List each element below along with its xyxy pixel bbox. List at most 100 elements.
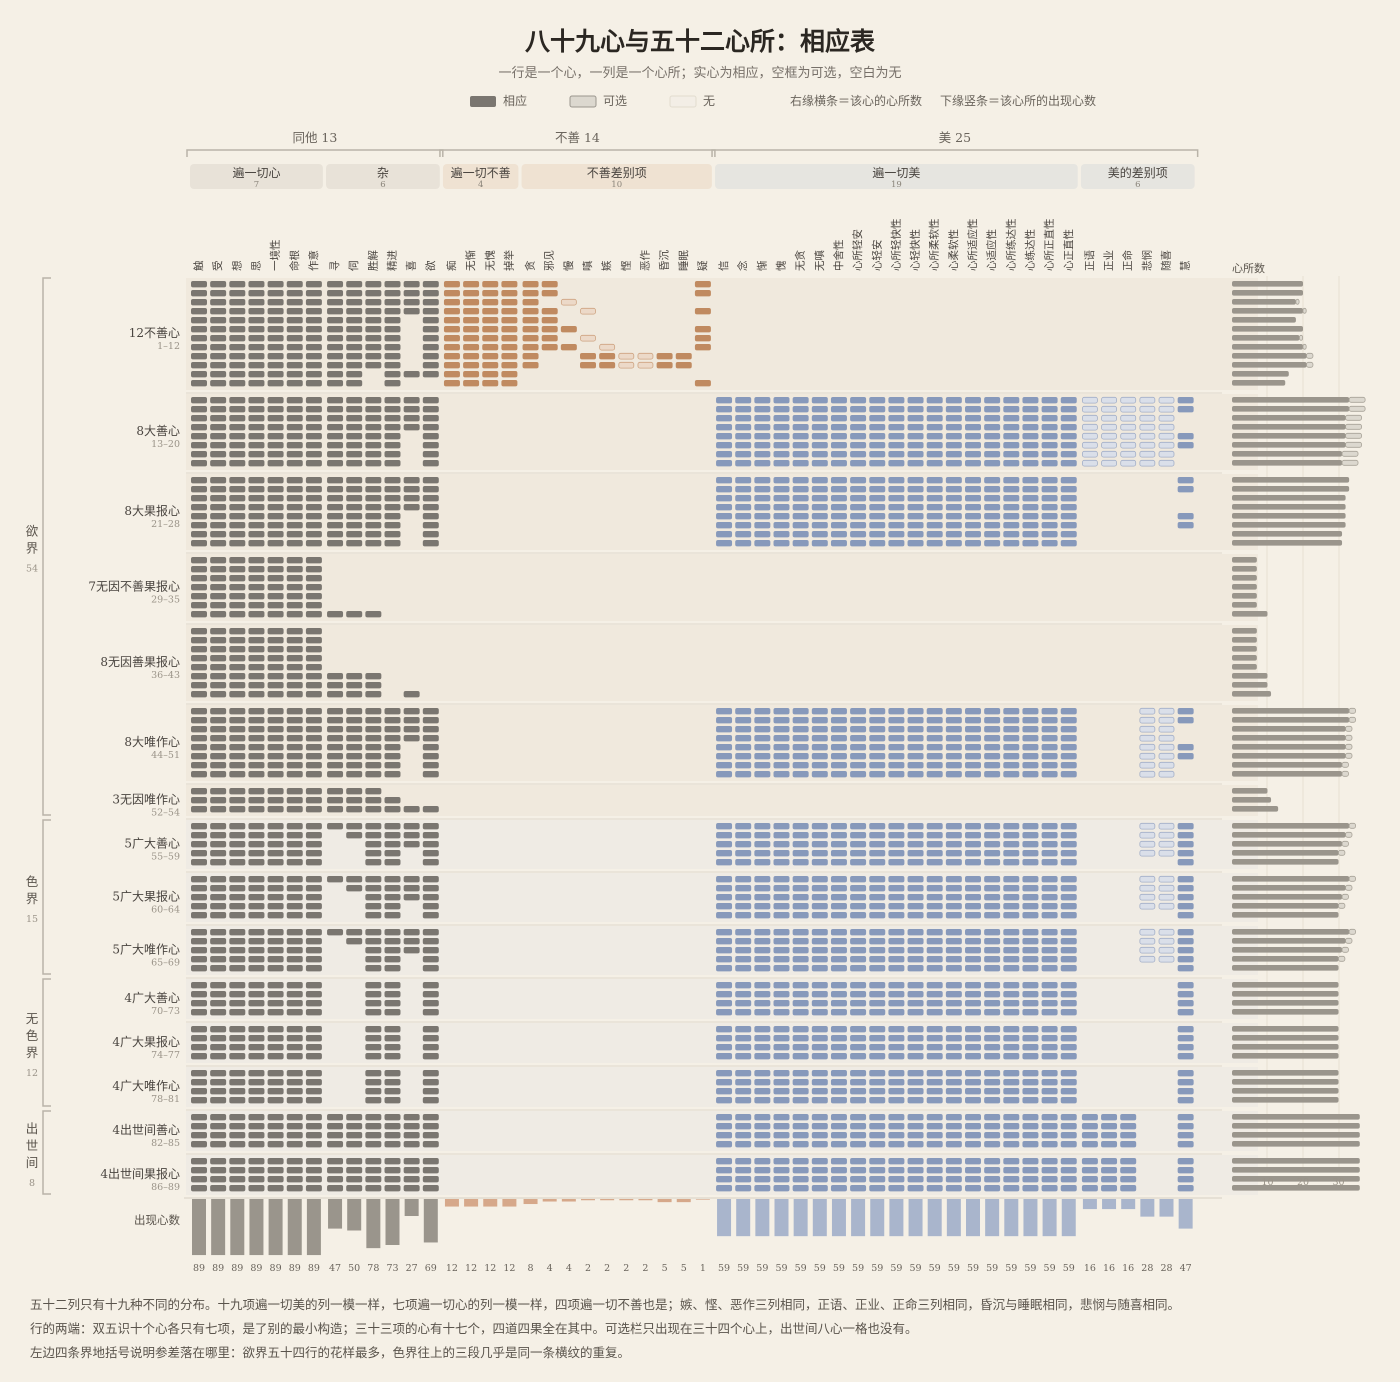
cell-solid [229, 611, 246, 618]
cell-solid [191, 753, 207, 760]
cell-solid [267, 495, 284, 502]
cell-solid [522, 326, 539, 333]
cell-solid [888, 1123, 905, 1130]
cell-optional [1158, 884, 1175, 892]
cell-solid [346, 326, 363, 333]
cell-solid [754, 717, 771, 724]
cell-solid [422, 290, 439, 297]
cell-solid [191, 1044, 207, 1051]
cell-solid [1022, 424, 1039, 431]
cell-solid [541, 344, 558, 351]
legend-solid-swatch [470, 96, 496, 107]
bottom-bar-value: 89 [289, 1263, 301, 1274]
cell-solid [773, 1097, 790, 1104]
cell-solid [754, 540, 771, 547]
cell-solid [811, 753, 828, 760]
cell-solid [305, 326, 322, 333]
cell-solid [384, 1070, 401, 1077]
cell-solid [754, 1132, 771, 1139]
cell-solid [191, 540, 207, 547]
cell-solid [716, 991, 733, 998]
cell-solid [1060, 903, 1077, 910]
cell-solid [735, 726, 752, 733]
bottom-bar [523, 1199, 538, 1205]
realm-label-char: 界 [26, 891, 39, 906]
cell-solid [286, 982, 303, 989]
cell-solid [811, 938, 828, 945]
cell-solid [716, 753, 733, 760]
cell-solid [422, 982, 439, 989]
cell-solid [422, 1009, 439, 1016]
cell-optional [1158, 893, 1175, 901]
cell-solid [248, 566, 265, 573]
cell-solid [403, 691, 420, 698]
cell-solid [422, 1000, 439, 1007]
cell-solid [926, 1026, 943, 1033]
cell-solid [365, 823, 382, 830]
cell-solid [965, 451, 981, 458]
bottom-bar [1121, 1199, 1136, 1210]
cell-solid [286, 593, 303, 600]
cell-solid [210, 708, 227, 715]
sub-group-box [521, 164, 712, 189]
cell-solid [1022, 771, 1039, 778]
cell-solid [716, 850, 733, 857]
cell-solid [735, 708, 752, 715]
cell-solid [346, 513, 363, 520]
cell-solid [346, 1114, 363, 1121]
cell-solid [869, 540, 886, 547]
cell-solid [1022, 531, 1039, 538]
cell-solid [754, 486, 771, 493]
cell-solid [191, 477, 207, 484]
cell-solid [365, 424, 382, 431]
cell-solid [1041, 850, 1058, 857]
cell-solid [327, 371, 344, 378]
cell-solid [327, 1132, 344, 1139]
cell-solid [1022, 1000, 1039, 1007]
cell-solid [907, 744, 924, 751]
cell-solid [907, 876, 924, 883]
cell-solid [965, 1141, 981, 1148]
cell-solid [1003, 1167, 1020, 1174]
cell-solid [210, 1097, 227, 1104]
cell-optional [1158, 831, 1175, 839]
cell-solid [305, 593, 322, 600]
cell-solid [965, 1176, 981, 1183]
cell-solid [422, 477, 439, 484]
cell-solid [1060, 1044, 1077, 1051]
right-bar-optional [1302, 343, 1307, 350]
cell-solid [248, 850, 265, 857]
cell-solid [1022, 859, 1039, 866]
cell-solid [1041, 1185, 1058, 1192]
cell-solid [191, 308, 207, 315]
cell-solid [463, 371, 480, 378]
cell-solid [945, 744, 962, 751]
cell-optional [1082, 441, 1098, 449]
right-bar-solid [1232, 611, 1268, 617]
cell-solid [384, 371, 401, 378]
cell-solid [422, 1079, 439, 1086]
cell-optional [1158, 441, 1175, 449]
cell-solid [403, 299, 420, 306]
cell-solid [850, 477, 867, 484]
cell-solid [945, 912, 962, 919]
cell-solid [210, 717, 227, 724]
cell-solid [869, 859, 886, 866]
bottom-bar [192, 1199, 206, 1256]
cell-solid [286, 1035, 303, 1042]
cell-solid [754, 850, 771, 857]
cell-solid [365, 956, 382, 963]
cell-solid [346, 1176, 363, 1183]
cell-solid [811, 762, 828, 769]
cell-solid [267, 1176, 284, 1183]
cell-solid [191, 451, 207, 458]
cell-solid [792, 885, 809, 892]
cell-solid [1101, 1114, 1118, 1121]
cell-solid [327, 708, 344, 715]
cell-solid [346, 1123, 363, 1130]
cell-solid [384, 424, 401, 431]
cell-solid [773, 1141, 790, 1148]
cell-solid [907, 406, 924, 413]
cell-optional [1120, 396, 1137, 404]
cell-solid [773, 753, 790, 760]
